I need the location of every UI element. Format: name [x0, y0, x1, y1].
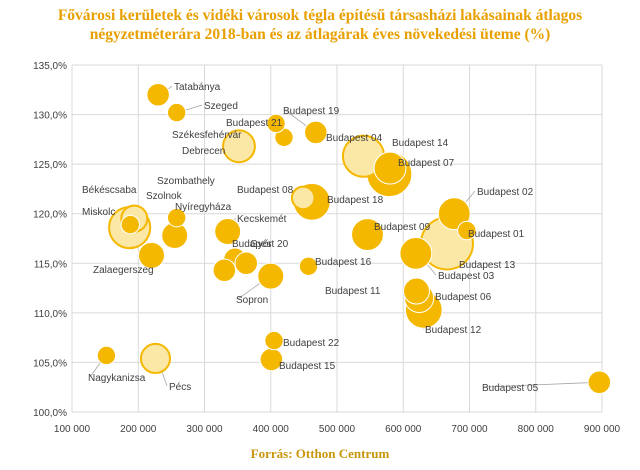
bubble — [304, 120, 328, 145]
bubble — [264, 330, 284, 351]
x-tick-label: 300 000 — [186, 424, 223, 435]
bubble — [298, 256, 319, 276]
bubble-label: Budapest 13 — [459, 260, 516, 271]
bubble — [290, 185, 316, 211]
leader-line — [185, 104, 203, 111]
bubble-label: Budapest 04 — [326, 133, 383, 144]
bubble — [212, 258, 237, 282]
leader-line — [161, 371, 168, 387]
bubble-label: Budapest 18 — [327, 195, 384, 206]
x-tick-label: 800 000 — [518, 424, 555, 435]
bubble — [138, 241, 165, 269]
bubble — [234, 251, 258, 276]
bubble-label: Budapest 08 — [237, 185, 294, 196]
bubble — [214, 218, 242, 246]
bubble-label: Budapest 06 — [435, 292, 492, 303]
leader-line — [426, 264, 437, 276]
bubble — [373, 151, 407, 185]
x-tick-label: 600 000 — [385, 424, 422, 435]
bubble-label: Győr — [250, 239, 272, 250]
bubble-label: Budapest 22 — [283, 338, 340, 349]
bubble-label: Budapest 01 — [468, 229, 525, 240]
bubble-label: Kecskemét — [237, 214, 287, 225]
bubbles — [96, 82, 612, 395]
y-tick-label: 120,0% — [33, 210, 67, 221]
bubble-label: Debrecen — [182, 146, 225, 157]
bubble-label: Sopron — [236, 295, 268, 306]
bubble-label: Budapest 16 — [315, 257, 372, 268]
bubble — [146, 82, 170, 107]
chart-title-line-1: Fővárosi kerületek és vidéki városok tég… — [57, 7, 583, 24]
bubble-label: Budapest 12 — [425, 325, 482, 336]
bubble — [437, 197, 471, 231]
bubble — [166, 207, 187, 228]
bubble — [399, 236, 433, 270]
bubble-label: Budapest 15 — [279, 361, 336, 372]
leader-line — [483, 382, 589, 388]
bubble-label: Szeged — [204, 101, 238, 112]
bubble-labels: Tatabánya Szeged Székesfehérvár Debrecen Bud… — [82, 82, 539, 394]
bubble-label: Budapest 14 — [392, 138, 449, 149]
y-tick-label: 105,0% — [33, 358, 67, 369]
x-tick-label: 200 000 — [120, 424, 157, 435]
bubble-label: Szombathely — [157, 176, 215, 187]
bubble — [351, 218, 384, 251]
leader-line — [465, 190, 476, 203]
bubble-label: Miskolc — [82, 207, 115, 218]
bubble-label: Budapest 21 — [226, 118, 283, 129]
bubble-label: Budapest 11 — [325, 286, 381, 297]
leader-line — [284, 109, 307, 127]
y-tick-label: 115,0% — [34, 259, 67, 270]
x-tick-label: 700 000 — [451, 424, 488, 435]
chart-title: Fővárosi kerületek és vidéki városok tég… — [0, 6, 640, 44]
bubble — [403, 277, 430, 305]
axis-ticks: 100,0% 105,0% 110,0% 115,0% 120,0% 125,0% 130,… — [33, 61, 620, 435]
y-tick-label: 130,0% — [33, 111, 67, 122]
bubble-label: Budapest 07 — [398, 158, 455, 169]
bubble — [587, 370, 612, 395]
bubble-label: Budapest 09 — [374, 222, 431, 233]
leader-line — [167, 85, 173, 90]
chart-title-line-2: négyzetméterára 2018-ban és az átlagárak… — [89, 26, 551, 43]
bubble — [266, 113, 286, 134]
y-tick-label: 125,0% — [33, 160, 67, 171]
bubble — [222, 129, 256, 164]
bubble — [457, 220, 477, 241]
bubble-label: Békéscsaba — [82, 185, 137, 196]
leader-line — [237, 282, 261, 300]
bubble-label: Zalaegerszeg — [93, 265, 154, 276]
bubble-label: Székesfehérvár — [172, 130, 242, 141]
bubble-label: Pécs — [169, 382, 191, 393]
bubble — [166, 102, 187, 123]
x-tick-label: 500 000 — [319, 424, 356, 435]
bubble — [139, 342, 172, 374]
source-note: Forrás: Otthon Centrum — [250, 446, 390, 461]
y-tick-label: 135,0% — [33, 61, 67, 72]
bubble-label: Budapest 19 — [283, 106, 340, 117]
bubble-label: Budapest 03 — [438, 271, 495, 282]
bubble-label: Budapest 05 — [482, 383, 539, 394]
bubble-label: Nagykanizsa — [88, 373, 146, 384]
bubble — [257, 262, 285, 290]
y-tick-label: 110,0% — [34, 309, 67, 320]
bubble-label: Szolnok — [146, 191, 183, 202]
leader-line — [89, 362, 101, 378]
x-tick-label: 900 000 — [584, 424, 621, 435]
y-tick-label: 100,0% — [33, 408, 67, 419]
bubble — [120, 214, 140, 235]
bubble-label: Tatabánya — [174, 82, 221, 93]
bubble-label: Budapest 20 — [232, 239, 289, 250]
x-tick-label: 400 000 — [253, 424, 290, 435]
bubble-label: Budapest 02 — [477, 187, 534, 198]
bubble-label: Nyíregyháza — [175, 202, 232, 213]
bubble — [96, 345, 117, 366]
x-tick-label: 100 000 — [54, 424, 91, 435]
